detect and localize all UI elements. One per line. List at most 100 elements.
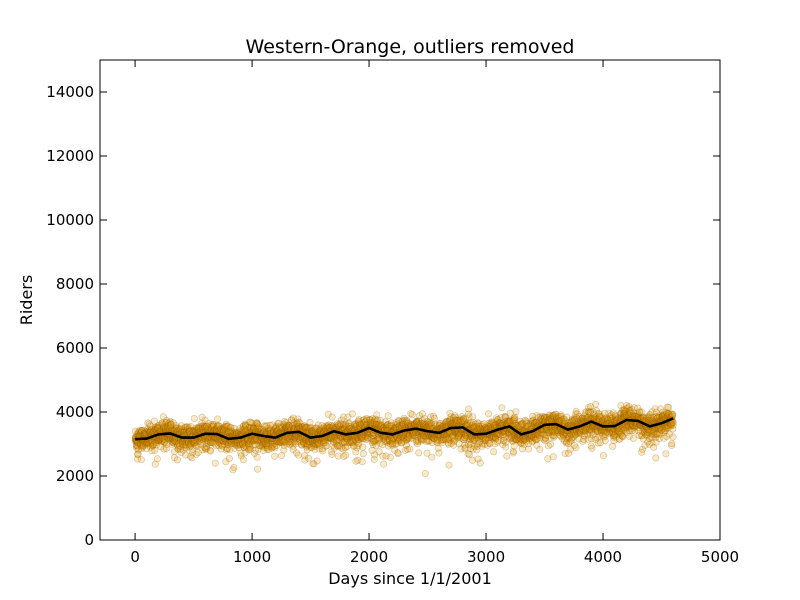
scatter-point [386,453,394,461]
scatter-point [174,441,182,449]
scatter-point [189,427,197,435]
scatter-point [599,452,607,460]
scatter-point [195,424,203,432]
scatter-point [160,435,168,443]
scatter-point [156,435,164,443]
scatter-point [166,425,174,433]
scatter-point [190,439,198,447]
scatter-point [271,452,279,460]
scatter-point [142,429,150,437]
scatter-point [150,440,158,448]
scatter-point [163,416,171,424]
scatter-point [201,416,209,424]
scatter-point [143,439,151,447]
scatter-point [174,445,182,453]
scatter-point [187,440,195,448]
scatter-point [166,417,174,425]
scatter-point [203,422,211,430]
scatter-point [167,420,175,428]
scatter-point [503,452,511,460]
scatter-point [157,443,165,451]
scatter-point [207,437,215,445]
x-tick-label: 4000 [584,548,622,566]
scatter-point [145,427,153,435]
scatter-point [138,445,146,453]
scatter-point [187,423,195,431]
scatter-point [198,424,206,432]
scatter-point [665,403,673,411]
scatter-point [588,444,596,452]
scatter-point [136,426,144,434]
scatter-point [164,424,172,432]
y-tick-label: 0 [84,531,94,549]
scatter-point [146,439,154,447]
scatter-point [202,424,210,432]
scatter-point [165,421,173,429]
scatter-point [165,435,173,443]
scatter-point [445,461,453,469]
scatter-point [159,413,167,421]
scatter-point [177,425,185,433]
scatter-point [205,419,213,427]
y-tick-label: 12000 [46,147,94,165]
scatter-point [147,440,155,448]
scatter-point [163,441,171,449]
scatter-point [185,439,193,447]
scatter-point [202,422,210,430]
scatter-point [203,444,211,452]
scatter-point [154,437,162,445]
scatter-point [170,454,178,462]
scatter-point [485,410,493,418]
scatter-point [230,463,238,471]
scatter-point [469,413,477,421]
scatter-point [465,405,473,413]
scatter-point [203,437,211,445]
scatter-point [145,429,153,437]
scatter-point [195,425,203,433]
scatter-point [179,446,187,454]
scatter-point [176,442,184,450]
x-tick-label: 0 [130,548,140,566]
scatter-point [186,452,194,460]
scatter-point [150,417,158,425]
scatter-point [153,436,161,444]
scatter-point [191,426,199,434]
scatter-point [198,423,206,431]
scatter-point [146,428,154,436]
scatter-point [190,414,198,422]
scatter-point [152,423,160,431]
scatter-point [159,420,167,428]
scatter-point [198,413,206,421]
scatter-point [194,424,202,432]
scatter-point [134,428,142,436]
scatter-point [155,421,163,429]
scatter-point [199,436,207,444]
scatter-point [160,422,168,430]
scatter-point [159,423,167,431]
scatter-point [199,425,207,433]
scatter-point [181,423,189,431]
scatter-point [195,423,203,431]
x-tick-label: 5000 [701,548,739,566]
scatter-point [191,439,199,447]
scatter-point [160,425,168,433]
scatter-point [157,435,165,443]
scatter-point [348,410,356,418]
scatter-point [201,435,209,443]
y-tick-label: 14000 [46,83,94,101]
scatter-point [172,425,180,433]
scatter-point [184,425,192,433]
scatter-point [152,425,160,433]
scatter-point [159,435,167,443]
scatter-point [165,434,173,442]
scatter-point [182,443,190,451]
scatter-point [146,422,154,430]
scatter-point [168,437,176,445]
scatter-point [145,441,153,449]
scatter-point [145,420,153,428]
scatter-point [152,426,160,434]
scatter-point [205,435,213,443]
scatter-point [182,441,190,449]
scatter-point [197,440,205,448]
